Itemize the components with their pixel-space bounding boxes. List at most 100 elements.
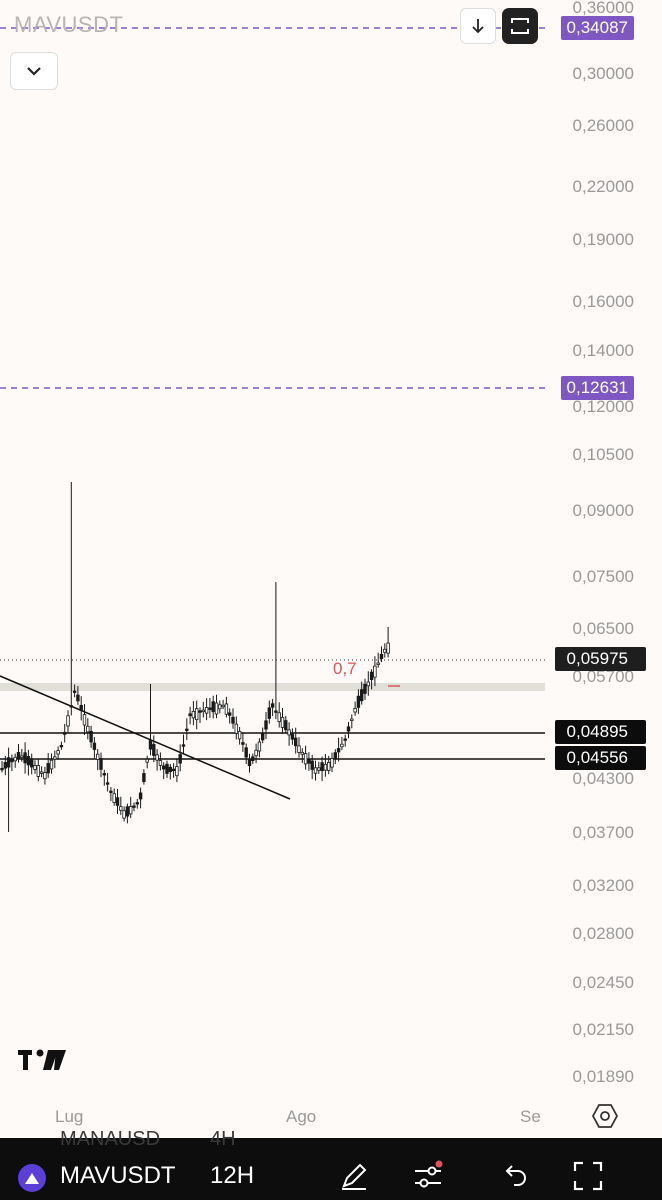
candle-body <box>135 802 139 805</box>
candle-body <box>43 772 47 780</box>
candle-body <box>102 773 106 776</box>
candle-body <box>277 712 281 722</box>
bottom-toolbar: MANAUSD 4H MAVUSDT 12H <box>0 1128 662 1200</box>
collapse-button[interactable] <box>10 52 58 90</box>
candle-body <box>336 748 341 753</box>
settings-icon[interactable] <box>591 1103 619 1129</box>
price-tag[interactable]: 0,12631 <box>560 375 634 400</box>
tradingview-logo-icon[interactable] <box>18 1048 66 1077</box>
candle-body <box>112 793 116 803</box>
candle-body <box>310 760 314 770</box>
time-label-jul: Lug <box>55 1107 84 1126</box>
candle-body <box>376 662 380 665</box>
candle-body <box>29 759 34 768</box>
time-label-sep: Se <box>520 1107 541 1126</box>
fullscreen-icon <box>511 18 529 34</box>
candle-body <box>264 720 268 730</box>
price-tag[interactable]: 0,04895 <box>554 719 646 744</box>
price-axis-label: 0,06500 <box>572 618 634 638</box>
trend-line[interactable] <box>0 675 291 800</box>
candle-body <box>317 767 321 771</box>
candle-body <box>333 752 337 759</box>
candle-body <box>379 653 384 659</box>
support-zone <box>0 683 545 691</box>
candle-body <box>148 739 153 750</box>
candle-body <box>125 806 130 817</box>
interval-selector[interactable]: 12H <box>210 1162 255 1189</box>
candle-body <box>234 723 238 734</box>
candle-body <box>69 705 73 708</box>
previous-interval-ghost: 4H <box>210 1128 236 1150</box>
candle-body <box>142 773 146 783</box>
candles-group <box>0 482 390 832</box>
candle-body <box>175 766 179 777</box>
candle-body <box>201 709 205 713</box>
candle-body <box>363 683 367 694</box>
candle-body <box>16 752 21 759</box>
candle-body <box>300 751 304 755</box>
candle-body <box>208 707 212 710</box>
expand-icon[interactable] <box>572 1160 604 1192</box>
candle-body <box>373 665 377 678</box>
candle-body <box>284 720 288 731</box>
candle-body <box>46 763 50 774</box>
price-axis-label: 0,02150 <box>572 1020 634 1040</box>
undo-icon[interactable] <box>498 1160 530 1192</box>
candle-body <box>303 753 308 765</box>
candle-body <box>66 715 70 727</box>
symbol-selector[interactable]: MAVUSDT <box>60 1162 176 1189</box>
candle-body <box>49 759 54 770</box>
candle-body <box>86 725 90 733</box>
candle-body <box>105 782 110 785</box>
chevron-down-icon <box>27 67 41 76</box>
candle-body <box>132 805 136 808</box>
candle-body <box>89 730 93 743</box>
candle-body <box>254 749 258 757</box>
indicators-icon[interactable] <box>412 1160 444 1192</box>
fullscreen-button[interactable] <box>502 8 538 44</box>
candle-body <box>82 714 87 726</box>
price-tag[interactable]: 0,05975 <box>554 647 646 672</box>
candle-body <box>181 744 186 747</box>
candle-body <box>63 731 67 735</box>
price-tag[interactable]: 0,04556 <box>554 745 646 770</box>
chart-symbol-title: MAVUSDT <box>14 12 124 37</box>
candle-body <box>3 762 7 769</box>
arrow-down-icon <box>472 19 484 34</box>
candle-body <box>36 765 40 777</box>
draw-pen-icon[interactable] <box>338 1160 370 1192</box>
price-axis-label: 0,12000 <box>572 396 634 416</box>
candle-body <box>33 765 37 770</box>
candle-body <box>59 744 64 748</box>
price-axis-label: 0,30000 <box>572 64 634 84</box>
scroll-down-button[interactable] <box>460 8 496 44</box>
candle-body <box>211 701 215 713</box>
price-axis-label: 0,14000 <box>572 340 634 360</box>
candle-body <box>76 694 80 702</box>
candle-body <box>231 716 235 724</box>
candle-body <box>227 712 232 716</box>
candle-body <box>359 689 364 702</box>
candle-body <box>128 806 133 815</box>
candle-body <box>241 742 245 745</box>
candle-body <box>198 710 202 713</box>
candle-body <box>280 717 285 728</box>
price-axis-label: 0,09000 <box>572 500 634 520</box>
candle-body <box>290 733 295 740</box>
candle-body <box>383 648 387 653</box>
candle-body <box>53 756 57 760</box>
candle-body <box>386 642 390 654</box>
candle-body <box>218 704 222 710</box>
price-axis-label: 0,10500 <box>572 444 634 464</box>
candle-body <box>23 752 27 764</box>
candle-body <box>320 762 324 772</box>
candle-body <box>96 753 100 760</box>
price-axis-label: 0,07500 <box>572 567 634 586</box>
candle-body <box>323 764 328 771</box>
candle-body <box>13 756 17 762</box>
candle-body <box>109 790 113 793</box>
candle-body <box>353 708 357 713</box>
price-tag[interactable]: 0,34087 <box>560 15 634 40</box>
candle-body <box>224 703 229 715</box>
